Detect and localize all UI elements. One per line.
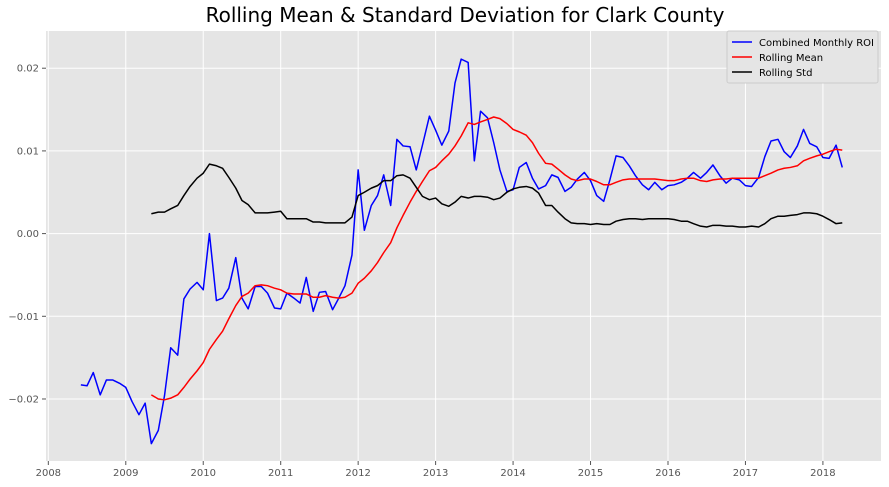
series-lines bbox=[80, 58, 843, 445]
x-tick-label: 2010 bbox=[191, 468, 216, 479]
legend: Combined Monthly ROI Rolling Mean Rollin… bbox=[726, 30, 879, 84]
series-line-combined-monthly-roi bbox=[80, 58, 843, 445]
y-tick-label: −0.01 bbox=[8, 312, 39, 323]
x-tick-label: 2011 bbox=[268, 468, 293, 479]
legend-box bbox=[726, 30, 879, 84]
y-tick-label: −0.02 bbox=[8, 394, 39, 405]
x-tick-label: 2013 bbox=[423, 468, 448, 479]
chart-title: Rolling Mean & Standard Deviation for Cl… bbox=[206, 3, 725, 27]
series-line-rolling-mean bbox=[150, 116, 843, 401]
x-axis: 2008 2009 2010 2011 2012 2013 2014 2015 2016 2017… bbox=[36, 461, 836, 479]
legend-label-combined: Combined Monthly ROI bbox=[759, 38, 874, 49]
series-line-rolling-std bbox=[151, 163, 843, 228]
y-tick-label: 0.02 bbox=[17, 64, 39, 75]
x-tick-label: 2017 bbox=[733, 468, 758, 479]
x-tick-label: 2015 bbox=[578, 468, 603, 479]
legend-label-rolling-std: Rolling Std bbox=[759, 68, 812, 79]
gridlines bbox=[46, 31, 881, 461]
x-tick-label: 2009 bbox=[113, 468, 138, 479]
x-tick-label: 2016 bbox=[655, 468, 680, 479]
plot-area bbox=[46, 31, 881, 461]
x-tick-label: 2018 bbox=[810, 468, 835, 479]
x-tick-label: 2012 bbox=[345, 468, 370, 479]
y-axis: −0.02 −0.01 0.00 0.01 0.02 bbox=[8, 64, 46, 405]
x-tick-label: 2008 bbox=[36, 468, 61, 479]
y-tick-label: 0.00 bbox=[17, 229, 39, 240]
x-tick-label: 2014 bbox=[500, 468, 525, 479]
legend-label-rolling-mean: Rolling Mean bbox=[759, 53, 823, 64]
y-tick-label: 0.01 bbox=[17, 146, 39, 157]
